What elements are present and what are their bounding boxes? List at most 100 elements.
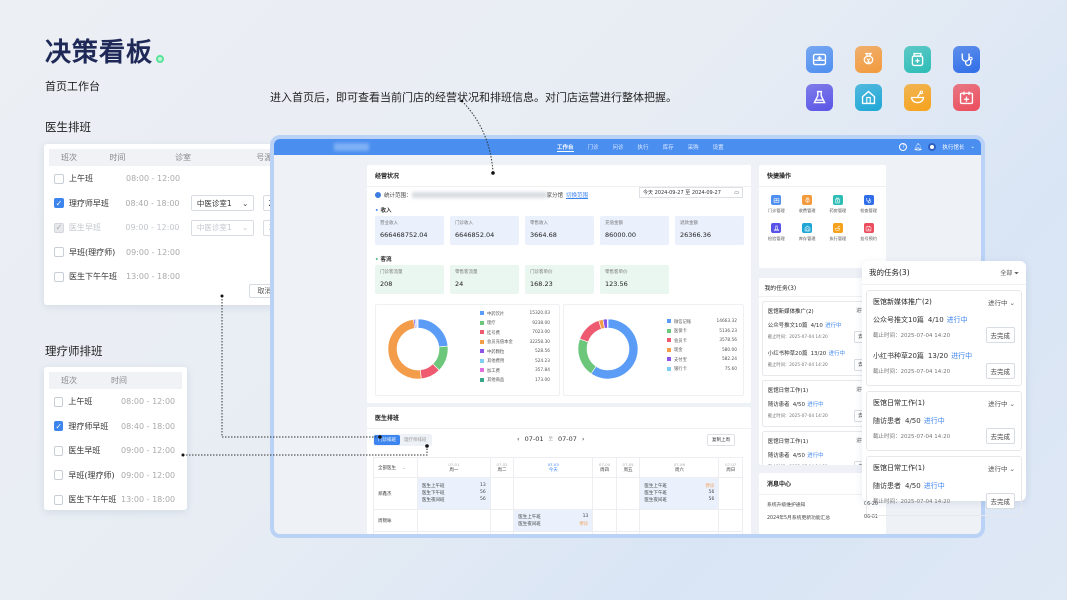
quick-action-item[interactable]: 执行管理	[823, 223, 854, 242]
schedule-cell[interactable]	[718, 509, 743, 532]
prev-week-button[interactable]: ‹	[517, 435, 520, 443]
schedule-cell[interactable]	[718, 531, 743, 534]
next-week-button[interactable]: ›	[581, 435, 585, 443]
copy-last-week-button[interactable]: 复制上周	[707, 434, 735, 446]
schedule-cell[interactable]	[417, 509, 491, 532]
cell-shift: 医生夜间班 停诊	[518, 521, 588, 528]
schedule-cell[interactable]	[417, 531, 491, 534]
tab-outpatient-schedule[interactable]: 门诊排班	[374, 435, 400, 445]
schedule-cell[interactable]	[489, 509, 515, 532]
stat-value: 86000.00	[605, 231, 637, 239]
checkbox[interactable]	[54, 247, 64, 258]
quick-action-item[interactable]: 库存管理	[792, 223, 823, 242]
checkbox[interactable]	[54, 173, 64, 184]
nav-item-5[interactable]: 采购	[687, 145, 699, 151]
room-select[interactable]: 中医诊室1 ⌄	[190, 195, 255, 212]
bell-icon[interactable]: 🔔︎	[913, 143, 923, 151]
day-name: 周二	[497, 468, 507, 473]
shift-time: 09:00 - 12:00	[121, 446, 176, 456]
schedule-cell[interactable]: 医生上午班 13 医生夜间班 停诊	[513, 509, 594, 532]
task-state: 进行中	[807, 453, 824, 460]
group-status-dropdown[interactable]: 进行中 ⌄	[988, 463, 1015, 473]
help-icon[interactable]: ?	[899, 143, 908, 151]
day-header: 07-07 周日	[718, 457, 743, 478]
checkbox[interactable]	[54, 494, 64, 505]
room-select[interactable]: 中医诊室1 ⌄	[190, 219, 255, 236]
scope-icon	[375, 192, 381, 198]
money-bag-icon	[855, 46, 882, 73]
checkbox[interactable]: ✓	[54, 222, 64, 233]
schedule-title: 医生排班	[367, 407, 751, 429]
cell-shift-name: 医生夜间班	[644, 498, 667, 503]
schedule-cell[interactable]	[615, 477, 641, 510]
chevron-down-icon[interactable]: ⌄	[970, 144, 975, 150]
task-filter[interactable]: 全部 ⏷	[1000, 268, 1019, 278]
checkbox[interactable]	[54, 271, 64, 282]
schedule-cell[interactable]	[489, 531, 515, 534]
checkbox[interactable]: ✓	[54, 198, 64, 209]
message-date: 06-20	[864, 502, 878, 507]
checkbox[interactable]	[54, 470, 64, 481]
donut-slice[interactable]	[579, 320, 602, 343]
schedule-cell[interactable]	[639, 531, 720, 534]
donut-slice[interactable]	[417, 318, 449, 348]
switch-scope-link[interactable]: 切换范围	[566, 193, 589, 199]
schedule-cell[interactable]	[592, 531, 617, 534]
quick-action-item[interactable]: 挂号预约	[853, 223, 884, 242]
task-deadline: 截止时间：2025-07-04 14:20	[767, 413, 828, 419]
page-subtitle: 首页工作台	[45, 80, 100, 93]
avatar[interactable]	[928, 143, 937, 151]
tab-therapist-schedule[interactable]: 理疗师排班	[404, 438, 427, 443]
donut-slice[interactable]	[607, 318, 609, 329]
schedule-cell[interactable]	[592, 509, 617, 532]
schedule-cell[interactable]	[615, 509, 641, 532]
nav-item-6[interactable]: 设置	[712, 145, 724, 151]
warehouse-icon	[855, 84, 882, 111]
legend-swatch	[667, 347, 671, 352]
quick-action-item[interactable]: 门诊管理	[761, 195, 792, 214]
column-header: 时间	[111, 376, 127, 385]
quick-action-item[interactable]: 检验管理	[761, 223, 792, 242]
schedule-cell[interactable]: 医生上午班 13 医生下午班 56 医生夜间班 56	[417, 477, 491, 510]
therapist-schedule-label: 理疗师排班	[45, 344, 103, 358]
legend-value: 357.84	[534, 368, 550, 374]
quick-action-item[interactable]: 检查管理	[853, 195, 884, 214]
nav-item-1[interactable]: 门诊	[587, 145, 599, 151]
schedule-cell[interactable]	[513, 531, 594, 534]
legend-swatch	[667, 328, 671, 333]
donut-slice[interactable]	[577, 338, 597, 375]
complete-task-button[interactable]: 去完成	[985, 363, 1015, 379]
stat-value: 123.56	[605, 280, 628, 288]
complete-task-button[interactable]: 去完成	[985, 493, 1015, 509]
nav-item-4[interactable]: 库存	[662, 145, 674, 151]
message-item[interactable]: 2024年5月系统更新功能汇总 06-01	[767, 511, 878, 524]
legend-swatch	[667, 338, 671, 343]
legend-swatch	[480, 311, 484, 316]
quick-action-item[interactable]: 收费管理	[792, 195, 823, 214]
schedule-cell[interactable]: 医生上午班 停诊 医生下午班 56 医生夜间班 56	[639, 477, 720, 510]
schedule-cell[interactable]	[489, 477, 515, 510]
group-status-dropdown[interactable]: 进行中 ⌄	[988, 398, 1015, 408]
message-item[interactable]: 系统升级维护通知 06-20	[767, 498, 878, 511]
group-status-dropdown[interactable]: 进行中 ⌄	[988, 297, 1015, 307]
user-name[interactable]: 执行馆长	[942, 145, 965, 151]
nav-item-3[interactable]: 执行	[637, 145, 649, 151]
schedule-cell[interactable]	[615, 531, 641, 534]
nav-item-2[interactable]: 问诊	[612, 145, 624, 151]
schedule-cell[interactable]	[592, 477, 617, 510]
schedule-cell[interactable]	[639, 509, 720, 532]
doctor-filter[interactable]: 全部医生 ⌄	[373, 457, 418, 478]
shift-time: 08:00 - 12:00	[126, 174, 181, 184]
nav-item-0[interactable]: 工作台	[557, 144, 574, 152]
quick-action-item[interactable]: 药房管理	[823, 195, 854, 214]
schedule-cell[interactable]	[373, 531, 418, 534]
date-range-picker[interactable]: 今天 2024-09-27 至 2024-09-27 ▭	[639, 187, 743, 198]
complete-task-button[interactable]: 去完成	[985, 428, 1015, 444]
checkbox[interactable]: ✓	[54, 421, 64, 432]
checkbox[interactable]	[54, 396, 64, 407]
schedule-cell[interactable]	[718, 477, 743, 510]
checkbox[interactable]	[54, 445, 64, 456]
schedule-cell[interactable]	[513, 477, 594, 510]
complete-task-button[interactable]: 去完成	[985, 327, 1015, 343]
task-name: 公众号推文10篇	[873, 316, 924, 324]
